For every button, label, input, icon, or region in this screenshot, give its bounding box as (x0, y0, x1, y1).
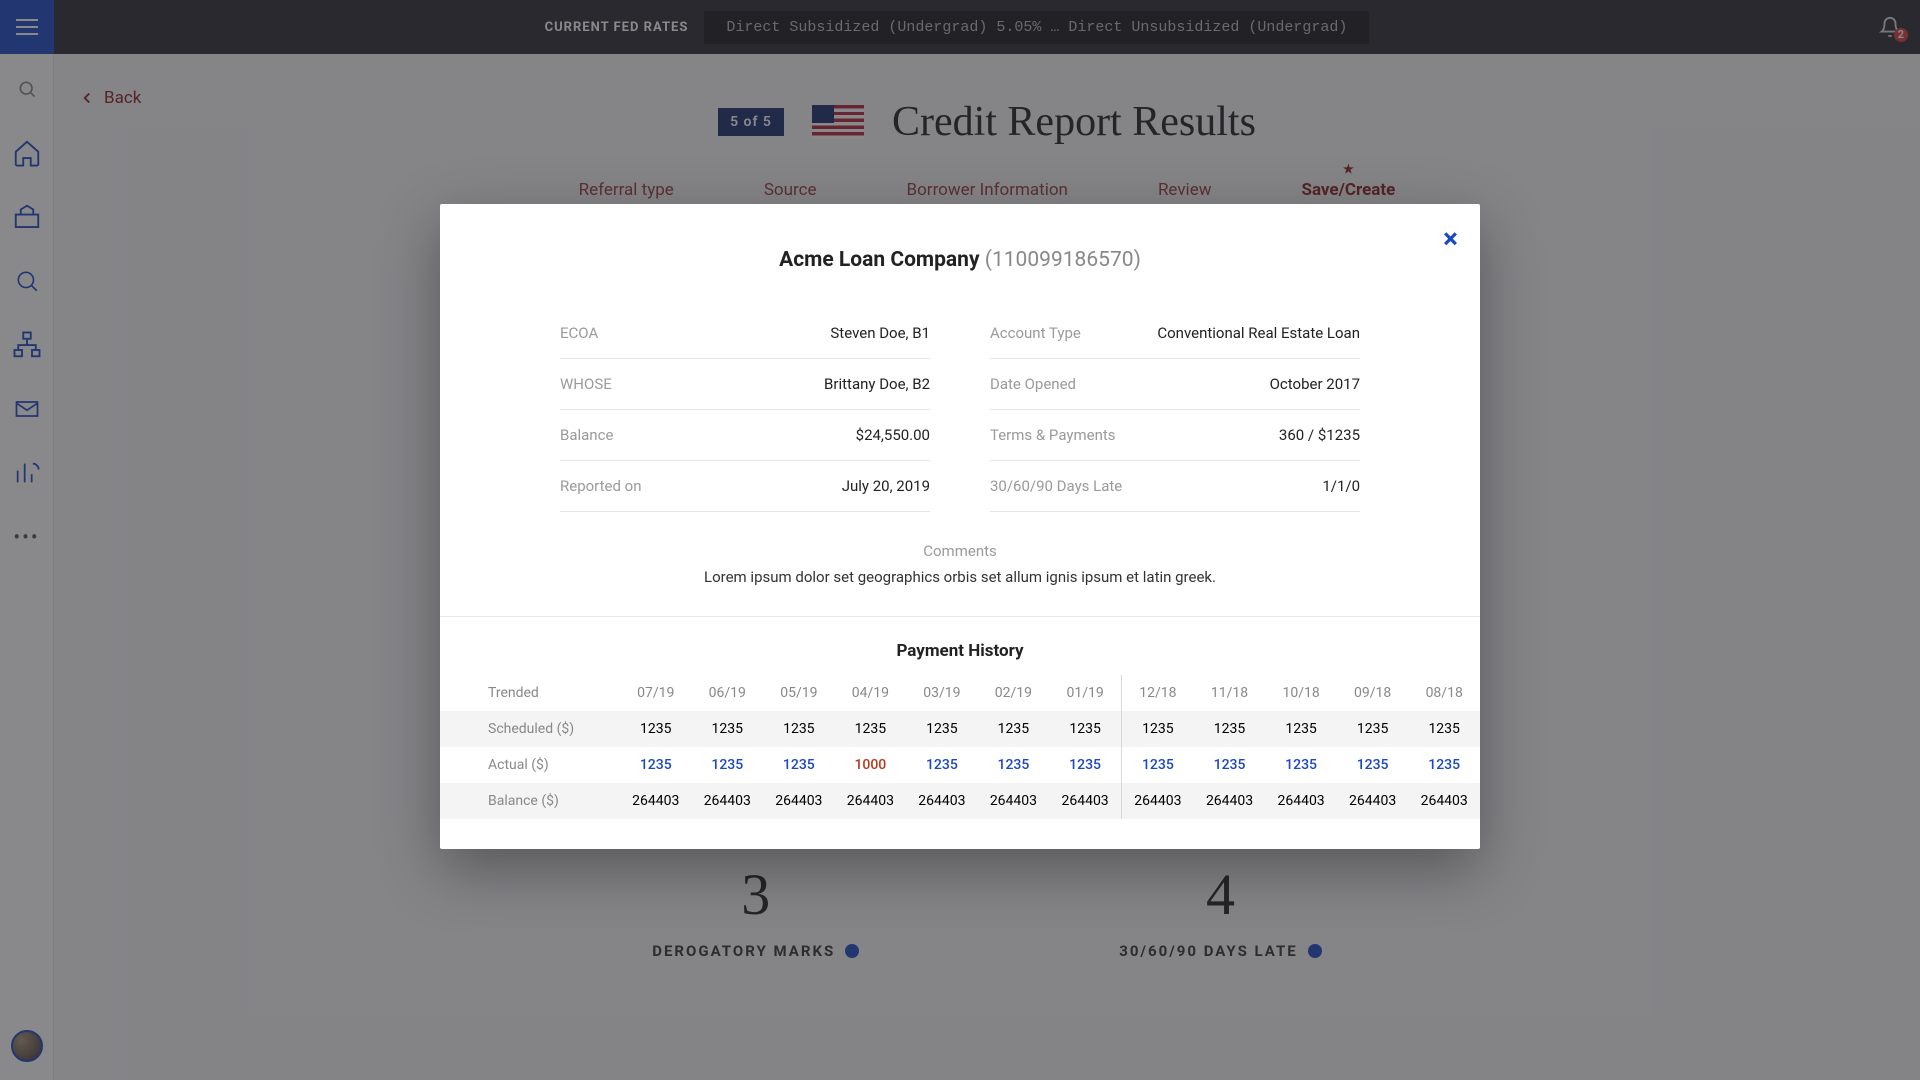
detail-value: 1/1/0 (1322, 477, 1360, 495)
ph-cell: 264403 (1265, 783, 1337, 819)
company-name: Acme Loan Company (779, 248, 979, 272)
detail-value: Brittany Doe, B2 (824, 375, 930, 393)
ph-cell: 1235 (1408, 747, 1480, 783)
detail-value: 360 / $1235 (1279, 426, 1360, 444)
account-number: (110099186570) (985, 248, 1141, 272)
ph-cell: 1235 (1337, 711, 1409, 747)
detail-key: WHOSE (560, 375, 612, 393)
comments: Comments Lorem ipsum dolor set geographi… (440, 524, 1480, 617)
details-left: ECOA Steven Doe, B1 WHOSE Brittany Doe, B2 B… (560, 308, 930, 512)
detail-key: Reported on (560, 477, 642, 495)
ph-row-label: Balance ($) (440, 783, 620, 819)
ph-cell: 264403 (1337, 783, 1409, 819)
ph-cell: 1235 (1121, 747, 1193, 783)
ph-header: 12/18 (1121, 675, 1193, 711)
detail-key: Date Opened (990, 375, 1076, 393)
ph-cell: 1000 (835, 747, 907, 783)
ph-cell: 264403 (692, 783, 764, 819)
ph-cell: 1235 (620, 711, 692, 747)
ph-cell: 1235 (835, 711, 907, 747)
detail-value: July 20, 2019 (842, 477, 930, 495)
close-icon[interactable]: × (1443, 222, 1458, 255)
ph-cell: 1235 (978, 711, 1050, 747)
ph-cell: 1235 (763, 711, 835, 747)
ph-header: 02/19 (978, 675, 1050, 711)
ph-cell: 264403 (1408, 783, 1480, 819)
detail-row: WHOSE Brittany Doe, B2 (560, 359, 930, 410)
detail-row: ECOA Steven Doe, B1 (560, 308, 930, 359)
ph-cell: 1235 (1049, 747, 1121, 783)
ph-cell: 1235 (1121, 711, 1193, 747)
ph-cell: 1235 (1337, 747, 1409, 783)
modal-title: Acme Loan Company (110099186570) (440, 204, 1480, 282)
ph-header: 03/19 (906, 675, 978, 711)
ph-cell: 1235 (1408, 711, 1480, 747)
ph-header: 09/18 (1337, 675, 1409, 711)
ph-cell: 264403 (763, 783, 835, 819)
detail-value: October 2017 (1270, 375, 1360, 393)
detail-row: Balance $24,550.00 (560, 410, 930, 461)
details-right: Account Type Conventional Real Estate Loa… (990, 308, 1360, 512)
ph-header: 05/19 (763, 675, 835, 711)
ph-cell: 1235 (1194, 747, 1266, 783)
modal: × Acme Loan Company (110099186570) ECOA S… (440, 204, 1480, 849)
detail-value: Conventional Real Estate Loan (1157, 324, 1360, 342)
comments-label: Comments (560, 542, 1360, 560)
ph-cell: 264403 (835, 783, 907, 819)
ph-header: 11/18 (1194, 675, 1266, 711)
comments-text: Lorem ipsum dolor set geographics orbis … (560, 568, 1360, 586)
ph-cell: 1235 (692, 711, 764, 747)
payment-history-table: Trended07/1906/1905/1904/1903/1902/1901/… (440, 675, 1480, 819)
detail-row: Date Opened October 2017 (990, 359, 1360, 410)
ph-cell: 264403 (620, 783, 692, 819)
ph-row: Actual ($)123512351235100012351235123512… (440, 747, 1480, 783)
detail-key: Terms & Payments (990, 426, 1116, 444)
ph-row-label: Scheduled ($) (440, 711, 620, 747)
ph-cell: 1235 (763, 747, 835, 783)
detail-row: Account Type Conventional Real Estate Loa… (990, 308, 1360, 359)
ph-cell: 1235 (1049, 711, 1121, 747)
ph-cell: 1235 (1265, 747, 1337, 783)
ph-header: Trended (440, 675, 620, 711)
ph-cell: 1235 (906, 711, 978, 747)
ph-header: 10/18 (1265, 675, 1337, 711)
payment-history-title: Payment History (440, 617, 1480, 675)
ph-row: Scheduled ($)123512351235123512351235123… (440, 711, 1480, 747)
ph-cell: 264403 (1194, 783, 1266, 819)
ph-cell: 1235 (620, 747, 692, 783)
ph-cell: 264403 (1121, 783, 1193, 819)
detail-key: ECOA (560, 324, 598, 342)
detail-value: $24,550.00 (856, 426, 930, 444)
ph-header: 08/18 (1408, 675, 1480, 711)
detail-key: Balance (560, 426, 613, 444)
ph-cell: 1235 (1194, 711, 1266, 747)
ph-cell: 1235 (1265, 711, 1337, 747)
ph-cell: 1235 (978, 747, 1050, 783)
detail-value: Steven Doe, B1 (830, 324, 930, 342)
detail-row: Reported on July 20, 2019 (560, 461, 930, 512)
ph-row: Balance ($)26440326440326440326440326440… (440, 783, 1480, 819)
ph-header: 07/19 (620, 675, 692, 711)
ph-header: 01/19 (1049, 675, 1121, 711)
ph-header: 04/19 (835, 675, 907, 711)
detail-key: 30/60/90 Days Late (990, 477, 1122, 495)
ph-cell: 1235 (692, 747, 764, 783)
ph-row-label: Actual ($) (440, 747, 620, 783)
ph-cell: 264403 (1049, 783, 1121, 819)
detail-row: Terms & Payments 360 / $1235 (990, 410, 1360, 461)
ph-header: 06/19 (692, 675, 764, 711)
detail-row: 30/60/90 Days Late 1/1/0 (990, 461, 1360, 512)
ph-cell: 264403 (906, 783, 978, 819)
ph-cell: 1235 (906, 747, 978, 783)
detail-key: Account Type (990, 324, 1081, 342)
ph-cell: 264403 (978, 783, 1050, 819)
